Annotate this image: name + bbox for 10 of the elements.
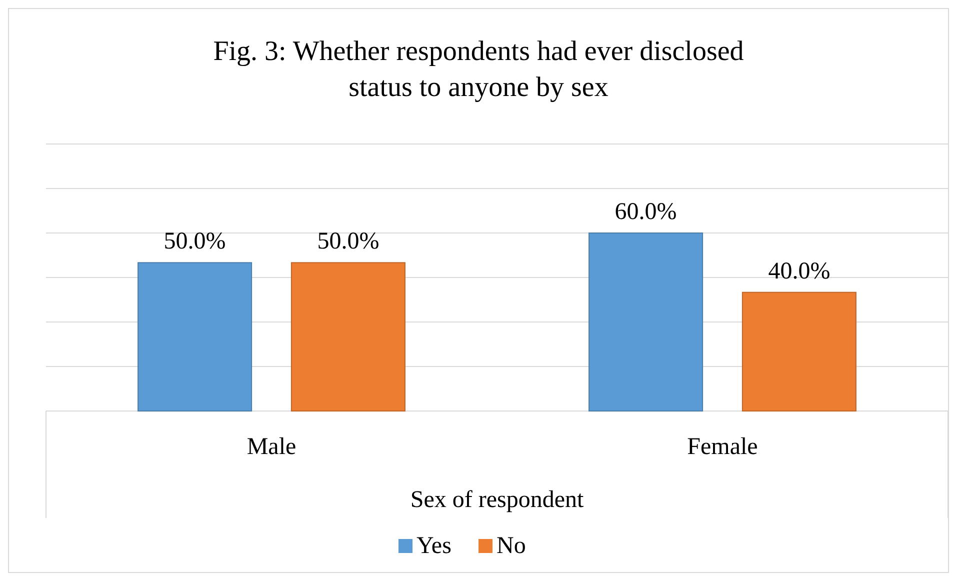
data-label: 60.0%	[614, 199, 677, 225]
data-label: 40.0%	[768, 258, 830, 284]
x-axis-title: Sex of respondent	[410, 487, 584, 513]
x-tick-label: Male	[246, 434, 296, 460]
legend-label: No	[496, 533, 526, 559]
legend-label: Yes	[416, 533, 452, 559]
x-tick-label: Female	[687, 434, 758, 460]
chart-title: Fig. 3: Whether respondents had ever disclosed status to anyone by sex	[213, 36, 744, 103]
data-label: 50.0%	[317, 228, 380, 255]
data-label: 50.0%	[164, 228, 226, 255]
